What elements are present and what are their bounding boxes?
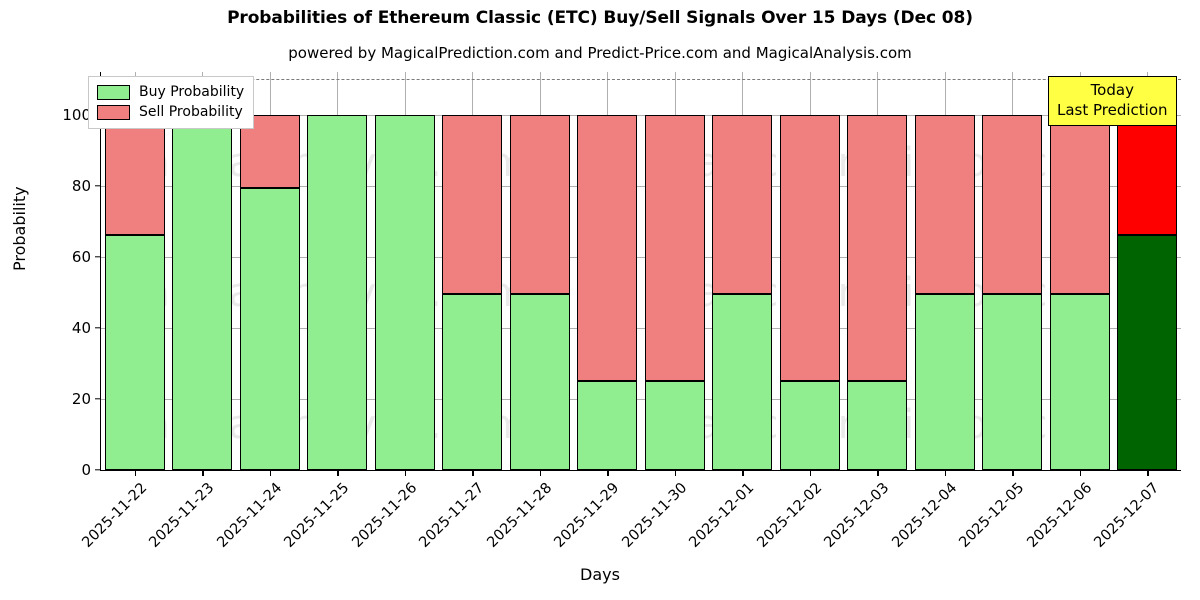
x-tick-mark: [1079, 470, 1082, 476]
bar-segment-buy: [1049, 294, 1110, 470]
bar-segment-sell: [509, 114, 570, 295]
today-annotation-line1: Today: [1090, 81, 1134, 99]
bar-group: [239, 72, 300, 470]
x-tick-mark: [809, 470, 812, 476]
x-tick-mark: [539, 470, 542, 476]
chart-subtitle: powered by MagicalPrediction.com and Pre…: [288, 44, 912, 62]
bar-group: [914, 72, 975, 470]
legend-item-sell: Sell Probability: [97, 102, 244, 122]
y-tick-label: 0: [81, 461, 91, 479]
legend-label-sell: Sell Probability: [139, 103, 243, 120]
bar-group: [779, 72, 840, 470]
x-tick-mark: [607, 470, 609, 476]
bar-group: [847, 72, 908, 470]
bar-segment-buy: [374, 114, 435, 470]
bar-segment-sell: [1117, 114, 1178, 236]
y-tick-mark: [95, 327, 101, 329]
bar-segment-buy: [442, 294, 503, 470]
bar-segment-sell: [239, 114, 300, 188]
x-tick-mark: [472, 470, 474, 476]
bar-segment-buy: [509, 294, 570, 470]
y-tick-mark: [95, 469, 101, 471]
y-tick-label: 20: [71, 389, 91, 408]
x-tick-mark: [944, 470, 947, 476]
bar-segment-sell: [982, 114, 1043, 295]
y-tick-mark: [95, 256, 101, 258]
x-tick-mark: [404, 470, 407, 476]
bar-segment-buy: [982, 294, 1043, 470]
bar-segment-buy: [577, 381, 638, 470]
today-annotation-line2: Last Prediction: [1057, 101, 1168, 119]
bar-segment-sell: [104, 114, 165, 236]
y-tick-label: 60: [71, 247, 91, 266]
y-tick-label: 40: [71, 318, 91, 337]
bar-segment-sell: [644, 114, 705, 382]
x-tick-mark: [1012, 470, 1014, 476]
legend-label-buy: Buy Probability: [139, 83, 245, 100]
gridline-horizontal: [101, 185, 1181, 187]
legend-swatch-buy: [97, 84, 130, 100]
bar-segment-buy: [644, 381, 705, 470]
y-tick-mark: [95, 398, 101, 400]
bar-segment-sell: [779, 114, 840, 382]
bar-group: [644, 72, 705, 470]
bar-segment-buy: [1117, 235, 1178, 470]
bar-segment-buy: [914, 294, 975, 470]
bar-group: [577, 72, 638, 470]
bar-group: [307, 72, 368, 470]
x-tick-mark: [877, 470, 879, 476]
bar-segment-sell: [1049, 114, 1110, 295]
bar-group: [712, 72, 773, 470]
x-tick-mark: [202, 470, 204, 476]
bar-segment-buy: [172, 114, 233, 470]
bar-segment-sell: [712, 114, 773, 295]
x-tick-mark: [674, 470, 677, 476]
gridline-horizontal: [101, 114, 1181, 116]
bar-segment-buy: [712, 294, 773, 470]
y-tick-label: 80: [71, 176, 91, 195]
legend-swatch-sell: [97, 104, 130, 120]
bar-segment-buy: [779, 381, 840, 470]
today-annotation: Today Last Prediction: [1048, 76, 1177, 126]
y-tick-mark: [95, 185, 101, 187]
bar-segment-buy: [307, 114, 368, 470]
bar-segment-buy: [847, 381, 908, 470]
bar-segment-sell: [847, 114, 908, 382]
gridline-horizontal: [101, 256, 1181, 258]
gridline-horizontal: [101, 398, 1181, 400]
bar-group: [509, 72, 570, 470]
reference-line: [101, 79, 1181, 81]
plot-area: MagicalAnalysis.comMagicalPrediction.com…: [62, 72, 1181, 551]
bar-group: [104, 72, 165, 470]
y-tick-label: 100: [62, 105, 91, 124]
bar-group: [1049, 72, 1110, 470]
x-tick-mark: [1147, 470, 1149, 476]
bar-segment-sell: [577, 114, 638, 382]
plot-clip: MagicalAnalysis.comMagicalPrediction.com…: [101, 72, 1181, 470]
chart-title: Probabilities of Ethereum Classic (ETC) …: [227, 8, 973, 28]
x-tick-mark: [269, 470, 272, 476]
bar-group: [374, 72, 435, 470]
bar-group: [1117, 72, 1178, 470]
bar-segment-sell: [914, 114, 975, 295]
bar-group: [442, 72, 503, 470]
chart-legend: Buy Probability Sell Probability: [88, 76, 255, 129]
legend-item-buy: Buy Probability: [97, 82, 244, 102]
bar-group: [982, 72, 1043, 470]
x-axis-label: Days: [580, 565, 620, 584]
bar-segment-buy: [239, 187, 300, 470]
x-tick-mark: [134, 470, 137, 476]
gridline-horizontal: [101, 327, 1181, 329]
bar-segment-buy: [104, 235, 165, 470]
x-tick-mark: [742, 470, 744, 476]
bar-group: [172, 72, 233, 470]
x-tick-mark: [337, 470, 339, 476]
bar-segment-sell: [442, 114, 503, 295]
